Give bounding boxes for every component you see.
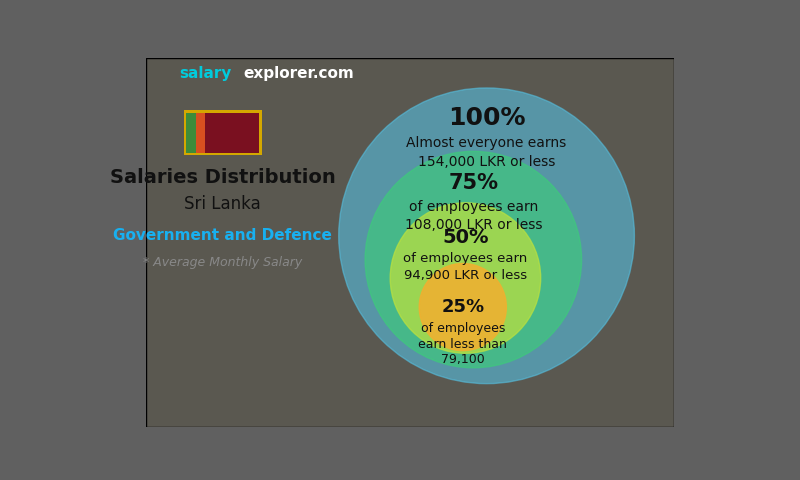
Text: 108,000 LKR or less: 108,000 LKR or less	[405, 218, 542, 232]
Bar	[184, 110, 262, 155]
Text: Salaries Distribution: Salaries Distribution	[110, 168, 335, 187]
Text: Government and Defence: Government and Defence	[113, 228, 332, 243]
Text: earn less than: earn less than	[418, 337, 507, 350]
Text: 79,100: 79,100	[441, 353, 485, 366]
Text: 100%: 100%	[448, 107, 526, 130]
Text: 25%: 25%	[442, 298, 484, 316]
Text: * Average Monthly Salary: * Average Monthly Salary	[143, 256, 302, 269]
Text: Sri Lanka: Sri Lanka	[184, 195, 261, 213]
Circle shape	[419, 264, 506, 350]
Bar	[196, 113, 205, 153]
Text: 75%: 75%	[448, 173, 498, 193]
Circle shape	[365, 151, 582, 368]
Bar	[186, 113, 196, 153]
Text: explorer.com: explorer.com	[244, 66, 354, 81]
Text: Almost everyone earns: Almost everyone earns	[406, 136, 566, 150]
Text: 94,900 LKR or less: 94,900 LKR or less	[404, 269, 527, 282]
Bar	[205, 113, 259, 153]
Text: 50%: 50%	[442, 228, 489, 247]
Circle shape	[338, 88, 634, 384]
Text: of employees earn: of employees earn	[403, 252, 527, 265]
Text: 154,000 LKR or less: 154,000 LKR or less	[418, 155, 555, 169]
Circle shape	[390, 203, 541, 353]
Text: of employees earn: of employees earn	[409, 200, 538, 214]
FancyBboxPatch shape	[146, 58, 674, 427]
Text: of employees: of employees	[421, 322, 505, 335]
Text: salary: salary	[179, 66, 231, 81]
